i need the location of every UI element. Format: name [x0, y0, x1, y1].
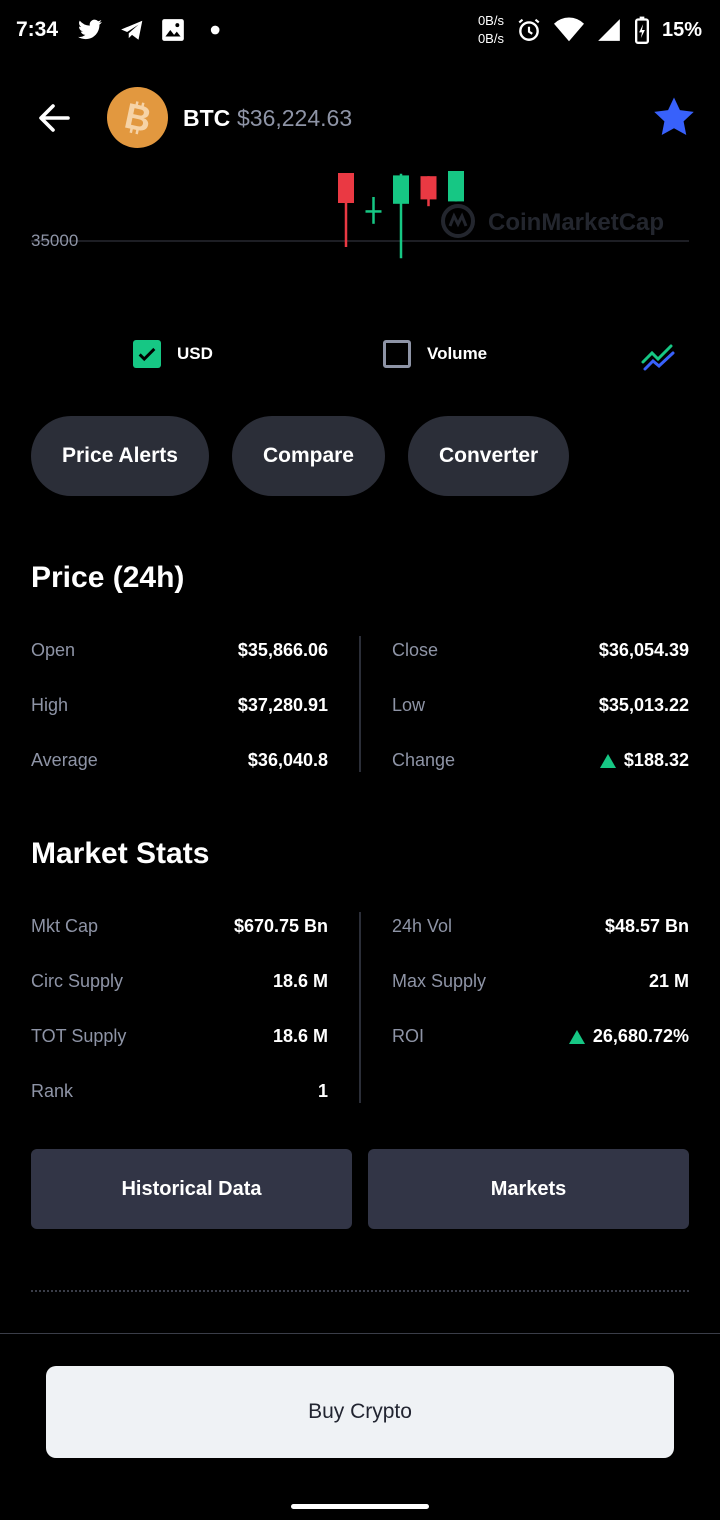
candle [365, 197, 382, 224]
candle [393, 173, 409, 259]
converter-button[interactable]: Converter [407, 416, 570, 496]
market-stats-grid: Mkt Cap $670.75 Bn Circ Supply 18.6 M TO… [31, 899, 689, 1119]
volume-toggle[interactable]: Volume [383, 340, 487, 368]
bottom-separator [0, 1333, 720, 1334]
candle-body [420, 176, 437, 200]
image-icon [162, 19, 184, 41]
stat-row-average: Average $36,040.8 [31, 750, 328, 770]
favorite-button[interactable] [651, 94, 697, 140]
stat-row-mkt-cap: Mkt Cap $670.75 Bn [31, 916, 328, 936]
stat-row-roi: ROI 26,680.72% [392, 1026, 689, 1047]
price-24h-left: Open $35,866.06 High $37,280.91 Average … [31, 623, 328, 788]
stat-row-open: Open $35,866.06 [31, 640, 328, 660]
price-24h-grid: Open $35,866.06 High $37,280.91 Average … [31, 623, 689, 788]
line-chart-icon [641, 344, 675, 371]
market-stats-left: Mkt Cap $670.75 Bn Circ Supply 18.6 M TO… [31, 899, 328, 1119]
twitter-icon [78, 19, 102, 40]
telegram-icon [121, 20, 143, 40]
candle [420, 176, 437, 207]
stat-row-change: Change $188.32 [392, 750, 689, 771]
check-icon [138, 347, 156, 362]
coin-logo: B [107, 87, 168, 148]
signal-icon [598, 19, 620, 41]
candle [448, 171, 464, 202]
coin-price: $36,224.63 [237, 105, 353, 131]
alarm-icon [518, 18, 540, 41]
compare-button[interactable]: Compare [231, 416, 385, 496]
arrow-left-icon [39, 104, 70, 132]
chart-options: USD Volume [0, 336, 720, 376]
market-stats-title: Market Stats [31, 837, 210, 870]
coin-header: B BTC $36,224.63 [0, 80, 720, 156]
stat-row-24h-vol: 24h Vol $48.57 Bn [392, 916, 689, 936]
price-24h-right: Close $36,054.39 Low $35,013.22 Change $… [392, 623, 689, 788]
dot-icon [210, 25, 220, 35]
change-value: $188.32 [599, 750, 689, 771]
market-stats-right: 24h Vol $48.57 Bn Max Supply 21 M ROI 26… [392, 899, 689, 1064]
markets-button[interactable]: Markets [368, 1149, 689, 1229]
battery-charging-icon [634, 16, 649, 44]
status-system-icons: 0B/s 0B/s 15% [478, 12, 702, 48]
candle-body [393, 175, 409, 204]
stat-row-tot-supply: TOT Supply 18.6 M [31, 1026, 328, 1046]
stat-row-low: Low $35,013.22 [392, 695, 689, 715]
chart-type-button[interactable] [640, 338, 676, 374]
volume-label: Volume [427, 344, 488, 363]
price-alerts-button[interactable]: Price Alerts [31, 416, 209, 496]
triangle-up-icon [599, 753, 616, 768]
status-notification-icons [76, 17, 226, 43]
buy-crypto-button[interactable]: Buy Crypto [46, 1366, 674, 1458]
status-bar: 7:34 0B/s 0B/s 15% [0, 0, 720, 60]
watermark-logo-icon [441, 204, 475, 238]
price-chart[interactable]: CoinMarketCap 35000 [0, 160, 720, 290]
usd-label: USD [177, 344, 213, 363]
home-indicator[interactable] [291, 1504, 429, 1509]
bitcoin-icon: B [121, 98, 155, 138]
price-24h-title: Price (24h) [31, 561, 185, 594]
usd-checkbox[interactable] [133, 340, 161, 368]
column-divider [359, 636, 361, 772]
stat-row-max-supply: Max Supply 21 M [392, 971, 689, 991]
stat-row-circ-supply: Circ Supply 18.6 M [31, 971, 328, 991]
usd-toggle[interactable]: USD [133, 340, 213, 368]
battery-percent: 15% [661, 18, 702, 41]
tool-buttons: Price Alerts Compare Converter [31, 416, 570, 496]
chart-watermark: CoinMarketCap [488, 209, 664, 236]
candle-body [448, 171, 464, 202]
wifi-icon [553, 17, 584, 42]
stat-row-rank: Rank 1 [31, 1081, 328, 1101]
triangle-up-icon [568, 1029, 585, 1044]
star-icon [654, 97, 694, 136]
candle-body [338, 173, 354, 203]
y-tick-label: 35000 [31, 231, 78, 250]
back-button[interactable] [34, 98, 74, 138]
historical-data-button[interactable]: Historical Data [31, 1149, 352, 1229]
coin-symbol: BTC [183, 105, 231, 131]
roi-value: 26,680.72% [568, 1026, 689, 1047]
dotted-divider [31, 1290, 689, 1292]
stat-row-close: Close $36,054.39 [392, 640, 689, 660]
detail-buttons: Historical Data Markets [31, 1149, 689, 1229]
column-divider [359, 912, 361, 1103]
stat-row-high: High $37,280.91 [31, 695, 328, 715]
volume-checkbox[interactable] [383, 340, 411, 368]
status-time: 7:34 [16, 18, 59, 41]
network-speed: 0B/s 0B/s [477, 13, 504, 46]
candle [338, 173, 354, 247]
candle-body [365, 210, 382, 213]
